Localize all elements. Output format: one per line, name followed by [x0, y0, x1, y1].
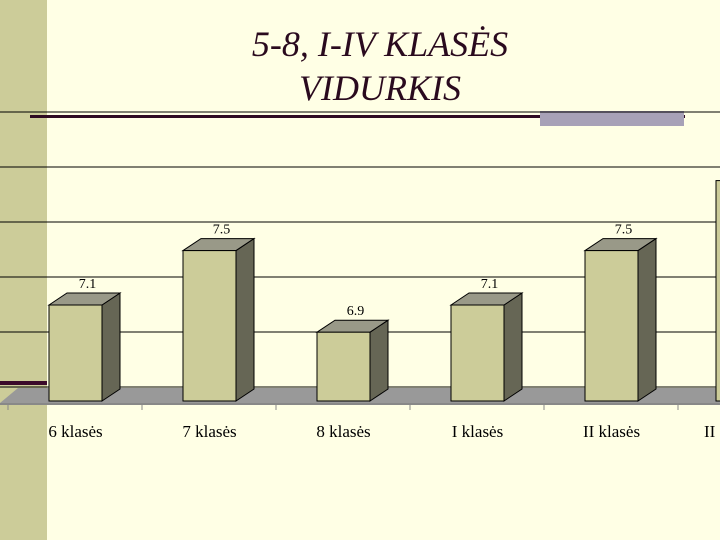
data-label: 7.1: [79, 277, 97, 292]
bar-side: [369, 319, 389, 402]
bar: [449, 292, 524, 402]
bar-front: [584, 250, 639, 402]
chart-title: 5-8, I-IV KLASĖS VIDURKIS: [150, 22, 610, 110]
bar-front: [316, 331, 371, 402]
title-underline: [30, 115, 685, 118]
category-label: 6 klasės: [48, 422, 102, 441]
category-label: 8 klasės: [316, 422, 370, 441]
chart-title-line-1: 5-8, I-IV KLASĖS: [251, 24, 509, 64]
bar-front: [715, 180, 720, 402]
bar-front: [182, 250, 237, 402]
bar: [583, 237, 658, 402]
data-label: 7.5: [213, 223, 231, 238]
data-label: 6.9: [347, 304, 365, 319]
bar: [47, 292, 122, 402]
bar-side: [101, 292, 121, 402]
data-label: 7.1: [481, 277, 499, 292]
category-label: II: [704, 422, 716, 441]
bar: [181, 237, 256, 402]
chart-title-line-2: VIDURKIS: [299, 68, 461, 108]
left-decorative-band: [0, 0, 47, 540]
category-label: II klasės: [583, 422, 640, 441]
bar: [315, 319, 390, 402]
category-label: I klasės: [452, 422, 503, 441]
bar-front: [48, 304, 103, 402]
bar-front: [450, 304, 505, 402]
bar-side: [503, 292, 523, 402]
category-label: 7 klasės: [182, 422, 236, 441]
labels-layer: 7.1 6 klasės 7.5 7 klasės 6.9 8 klasės 7.1 I kl…: [48, 223, 715, 441]
data-label: 7.5: [615, 223, 633, 238]
title-underline-accent: [540, 111, 684, 126]
bars-layer: [47, 180, 720, 402]
bar-side: [235, 237, 255, 402]
bar-side: [637, 237, 657, 402]
